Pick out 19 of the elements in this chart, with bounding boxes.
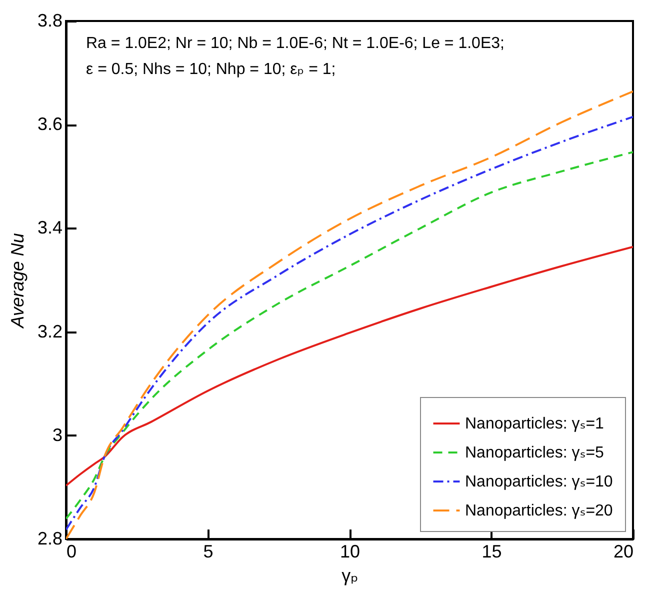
x-tick-label: 5 xyxy=(203,542,214,562)
y-tick-label: 3 xyxy=(52,424,62,445)
legend-label: Nanoparticles: γₛ=1 xyxy=(465,416,604,432)
legend-label: Nanoparticles: γₛ=10 xyxy=(465,474,613,490)
x-axis-title: γₚ xyxy=(342,566,358,586)
y-tick-label: 3.2 xyxy=(37,321,62,342)
y-tick-label: 3.6 xyxy=(37,114,62,134)
y-tick-label: 2.8 xyxy=(37,528,62,548)
legend-label: Nanoparticles: γₛ=5 xyxy=(465,444,604,462)
annotation: ε = 0.5; Nhs = 10; Nhp = 10; εₚ = 1; xyxy=(86,61,336,78)
y-tick-label: 3.8 xyxy=(37,10,62,30)
legend-label: Nanoparticles: γₛ=20 xyxy=(465,502,613,520)
annotation: Ra = 1.0E2; Nr = 10; Nb = 1.0E-6; Nt = 1.0E-6; Le = 1.0E3; xyxy=(86,35,504,52)
x-tick-label: 0 xyxy=(66,542,77,562)
x-tick-label: 20 xyxy=(613,542,634,562)
y-tick-label: 3.4 xyxy=(37,218,62,238)
x-tick-label: 10 xyxy=(340,542,360,562)
y-axis-title: Average Nu xyxy=(7,233,28,329)
x-tick-label: 15 xyxy=(482,542,502,562)
